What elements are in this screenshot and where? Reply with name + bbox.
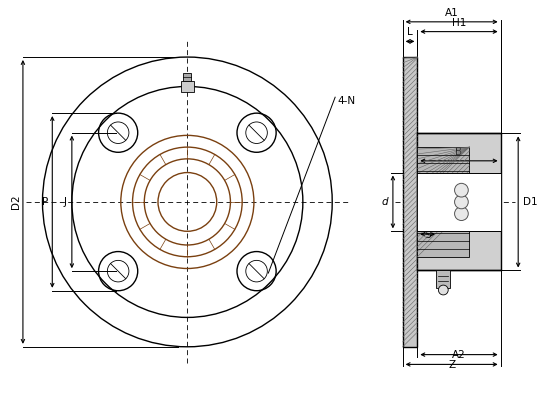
Text: 4-N: 4-N	[337, 96, 355, 106]
Circle shape	[454, 207, 468, 220]
Circle shape	[454, 195, 468, 209]
Text: P: P	[42, 197, 49, 207]
Bar	[181, 81, 194, 92]
Text: A2: A2	[452, 351, 466, 360]
Text: D1: D1	[523, 197, 538, 207]
Text: d: d	[382, 197, 388, 207]
Bar	[183, 73, 191, 81]
Text: S: S	[424, 230, 431, 240]
Text: L: L	[407, 27, 413, 37]
Text: Z: Z	[448, 360, 455, 370]
Text: H1: H1	[452, 18, 466, 28]
Bar	[417, 173, 501, 231]
Bar	[417, 133, 501, 270]
Text: J: J	[64, 197, 66, 207]
Bar	[437, 270, 450, 288]
Circle shape	[438, 285, 448, 295]
Circle shape	[454, 183, 468, 197]
Text: B: B	[455, 147, 462, 157]
Text: D2: D2	[11, 195, 21, 209]
Bar	[417, 147, 469, 257]
Text: A1: A1	[445, 8, 459, 18]
Bar	[403, 57, 417, 347]
